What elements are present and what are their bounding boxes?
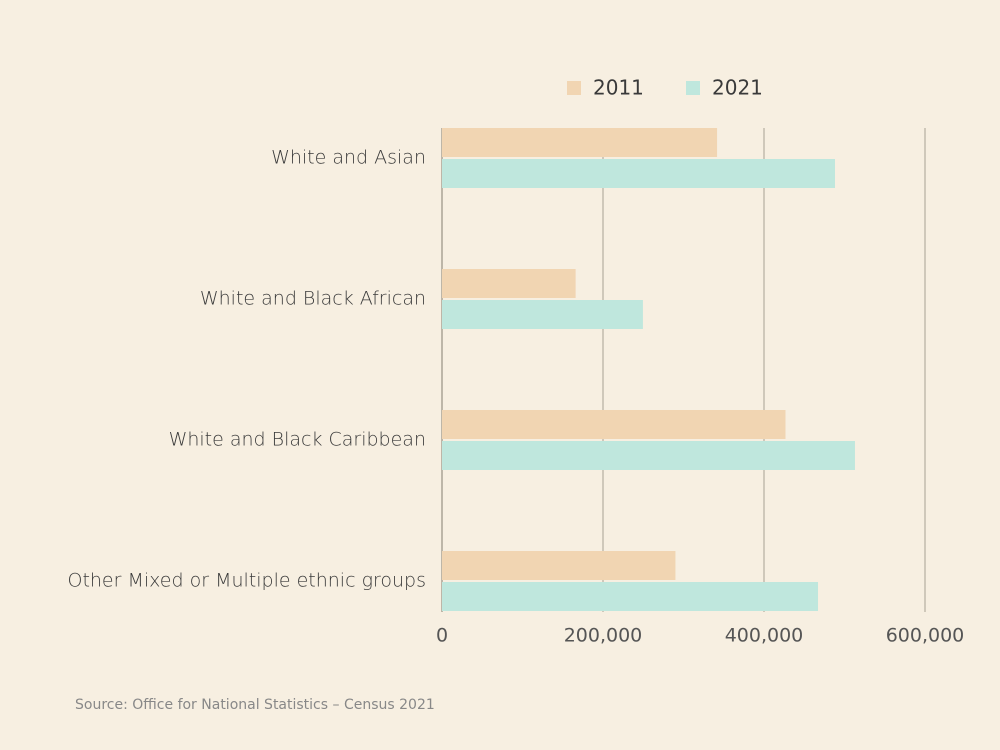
source-note: Source: Office for National Statistics –… [75,697,435,713]
legend-swatch [567,81,581,95]
x-tick-label: 0 [436,625,448,647]
bar [442,410,786,439]
bar [442,582,819,611]
bar [442,159,836,188]
x-tick-label: 600,000 [886,625,965,647]
bar [442,300,643,329]
category-label: White and Black African [200,288,426,310]
bar [442,441,855,470]
legend-label: 2011 [593,76,644,100]
category-label: White and Asian [271,147,426,169]
bar [442,269,576,298]
x-tick-label: 400,000 [725,625,804,647]
x-tick-label: 200,000 [564,625,643,647]
category-label: Other Mixed or Multiple ethnic groups [67,570,426,592]
legend-swatch [686,81,700,95]
legend-label: 2021 [712,76,763,100]
bar [442,551,676,580]
category-label: White and Black Caribbean [169,429,426,451]
bar [442,128,718,157]
